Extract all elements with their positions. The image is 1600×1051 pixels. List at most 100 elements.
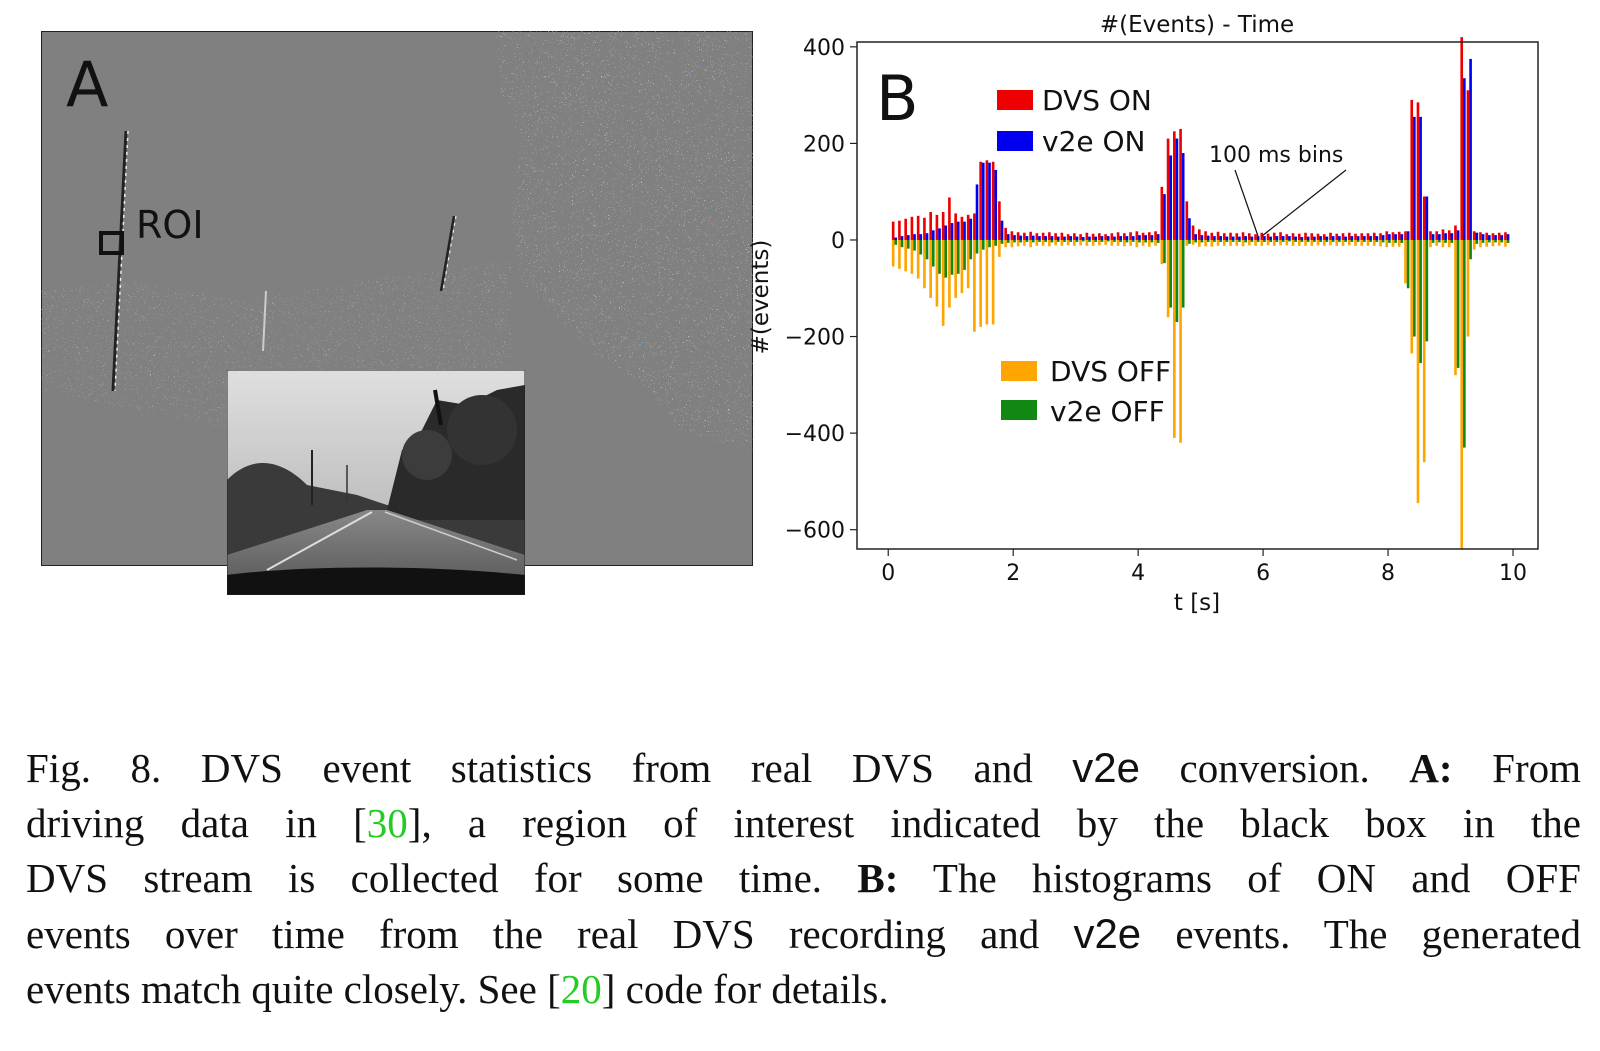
bar-v2e-on — [1194, 234, 1198, 240]
y-tick-label: 200 — [803, 132, 845, 157]
bar-v2e-off — [1100, 239, 1104, 242]
bar-v2e-on — [1181, 153, 1185, 240]
bar-v2e-on — [1269, 236, 1272, 240]
bar-v2e-on — [1381, 235, 1385, 240]
bar-v2e-on — [1288, 236, 1291, 240]
bar-v2e-off — [1450, 239, 1454, 243]
bar-dvs-off — [1397, 239, 1401, 247]
bar-dvs-on — [1098, 233, 1101, 240]
bar-v2e-off — [969, 239, 973, 260]
bar-v2e-off — [1469, 239, 1472, 260]
bar-dvs-off — [1497, 239, 1501, 246]
bar-dvs-off — [1016, 239, 1020, 247]
bar-dvs-on — [1085, 232, 1089, 240]
bar-dvs-on — [966, 214, 970, 240]
bar-dvs-off — [1347, 239, 1351, 246]
bar-v2e-on — [994, 169, 998, 240]
bar-v2e-off — [1294, 239, 1297, 242]
bar-dvs-on — [1466, 90, 1470, 240]
x-tick-label: 4 — [1131, 561, 1145, 586]
bar-v2e-off — [1500, 239, 1504, 243]
bar-v2e-on — [1038, 236, 1041, 240]
bar-dvs-off — [1160, 239, 1164, 265]
bar-dvs-on — [1379, 233, 1382, 240]
caption-line: DVS stream is collected for some time. B… — [26, 851, 1581, 906]
bar-v2e-on — [1144, 235, 1148, 240]
bar-dvs-off — [1310, 239, 1314, 246]
bar-v2e-off — [1175, 239, 1179, 323]
bar-v2e-off — [963, 239, 966, 270]
bar-dvs-on — [1148, 232, 1151, 240]
bar-v2e-off — [1456, 239, 1460, 368]
bar-dvs-off — [966, 239, 970, 289]
x-axis-label: t [s] — [1174, 590, 1220, 616]
bar-dvs-off — [1154, 239, 1157, 246]
caption-citation-link[interactable]: 30 — [366, 800, 408, 846]
bar-dvs-off — [954, 239, 957, 298]
bar-v2e-off — [1138, 239, 1141, 243]
bar-v2e-off — [1244, 239, 1247, 243]
bar-v2e-off — [1494, 239, 1497, 243]
bar-dvs-off — [1166, 239, 1170, 318]
caption-text: conversion. — [1139, 745, 1410, 791]
bar-dvs-on — [1366, 233, 1370, 240]
bar-dvs-off — [1104, 239, 1107, 245]
legend-swatch-v2e-off — [1001, 400, 1037, 420]
bar-v2e-on — [1431, 234, 1435, 240]
bar-dvs-off — [1229, 239, 1232, 246]
legend-label-dvs-on: DVS ON — [1042, 84, 1152, 117]
x-tick-label: 0 — [881, 561, 895, 586]
bar-dvs-off — [1041, 239, 1045, 246]
bar-dvs-on — [916, 215, 920, 240]
bar-dvs-on — [1154, 231, 1157, 240]
bar-v2e-on — [1025, 236, 1029, 240]
bar-v2e-off — [1413, 239, 1416, 337]
bar-dvs-off — [1060, 239, 1064, 246]
bar-dvs-off — [1379, 239, 1382, 247]
bar-dvs-on — [1460, 37, 1464, 240]
bar-v2e-on — [950, 223, 954, 240]
bar-v2e-on — [1156, 234, 1160, 240]
bar-v2e-off — [1069, 239, 1073, 242]
bar-v2e-on — [1075, 236, 1079, 240]
bar-dvs-off — [1173, 239, 1176, 438]
caption-bold: A: — [1409, 745, 1453, 791]
bar-dvs-off — [1004, 239, 1007, 248]
bar-dvs-off — [1216, 239, 1220, 246]
bar-v2e-off — [1375, 239, 1379, 242]
bar-v2e-on — [1063, 236, 1066, 240]
bar-v2e-off — [894, 239, 898, 245]
bar-dvs-on — [1422, 196, 1426, 240]
figure-caption: Fig. 8. DVS event statistics from real D… — [26, 740, 1581, 1017]
bar-dvs-on — [1229, 232, 1232, 240]
bar-v2e-on — [1256, 236, 1260, 240]
bar-v2e-off — [1019, 239, 1023, 243]
bar-dvs-on — [1272, 232, 1276, 240]
bar-dvs-off — [1247, 239, 1251, 246]
bar-v2e-on — [1275, 236, 1279, 240]
bar-dvs-on — [954, 213, 957, 240]
annotation-arrow-left — [1234, 169, 1259, 237]
bar-v2e-off — [1419, 239, 1422, 364]
bar-v2e-off — [1394, 239, 1397, 243]
bar-v2e-off — [1094, 239, 1098, 242]
bar-dvs-on — [1141, 232, 1145, 240]
bar-dvs-on — [1197, 229, 1201, 240]
bar-v2e-off — [1031, 239, 1035, 243]
bar-dvs-off — [1197, 239, 1201, 247]
bar-v2e-on — [1206, 235, 1210, 240]
caption-citation-link[interactable]: 20 — [560, 966, 602, 1012]
bar-v2e-off — [1400, 239, 1404, 243]
bar-v2e-off — [1438, 239, 1441, 243]
caption-bold: B: — [857, 855, 899, 901]
bar-v2e-on — [1313, 236, 1316, 240]
bar-v2e-on — [1069, 236, 1073, 240]
bar-v2e-off — [1388, 239, 1391, 243]
bar-v2e-off — [1356, 239, 1360, 242]
bar-v2e-off — [1169, 239, 1173, 308]
bar-dvs-off — [1129, 239, 1132, 246]
bar-dvs-on — [1241, 232, 1245, 240]
bar-v2e-off — [931, 239, 935, 267]
y-axis-ticks: 400 200 0 −200 −400 −600 — [785, 36, 857, 544]
bar-v2e-off — [1044, 239, 1048, 242]
